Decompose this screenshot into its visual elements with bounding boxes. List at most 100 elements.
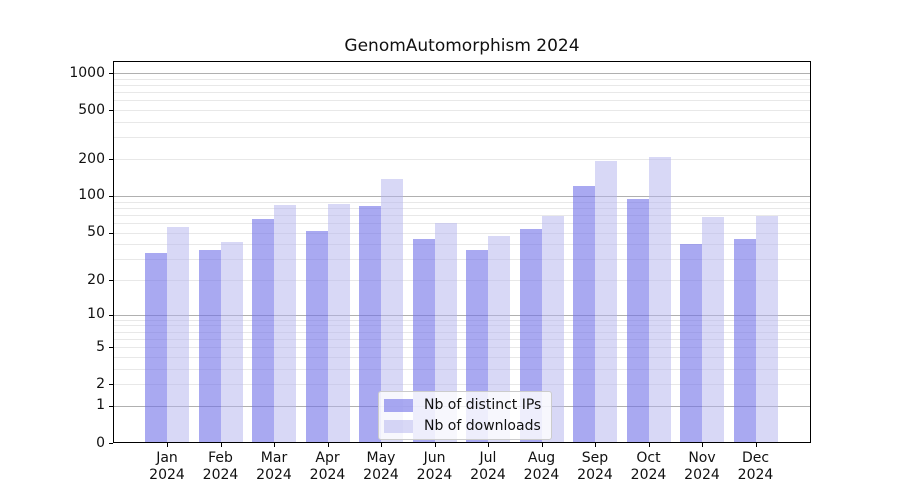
bar-downloads xyxy=(381,179,403,443)
bar-distinct-ips xyxy=(573,186,595,443)
minor-gridline xyxy=(113,100,811,102)
x-tick-label: Sep 2024 xyxy=(563,450,627,484)
x-tick-year: 2024 xyxy=(684,467,720,483)
x-tick-month: Feb xyxy=(208,450,233,466)
minor-gridline xyxy=(113,207,811,209)
y-tick-mark xyxy=(109,159,113,160)
minor-gridline xyxy=(113,319,811,321)
bar-distinct-ips xyxy=(198,249,221,443)
bars-layer xyxy=(113,61,811,443)
x-tick-month: Apr xyxy=(315,450,340,466)
y-tick-mark xyxy=(109,443,113,444)
bar-downloads xyxy=(595,160,617,443)
bar-distinct-ips xyxy=(252,218,274,443)
legend-item-downloads: Nb of downloads xyxy=(384,418,541,434)
x-tick-month: Sep xyxy=(581,450,609,466)
x-tick-label: Jul 2024 xyxy=(456,450,520,484)
bar-downloads xyxy=(702,217,724,443)
minor-gridline xyxy=(113,122,811,123)
x-tick-year: 2024 xyxy=(149,467,185,483)
x-tick-label: Feb 2024 xyxy=(189,450,253,484)
minor-gridline xyxy=(113,85,811,86)
y-tick-mark xyxy=(109,347,113,349)
minor-gridline xyxy=(113,331,811,333)
bar-downloads xyxy=(434,222,457,443)
x-tick-mark xyxy=(702,443,703,447)
x-tick-label: Dec 2024 xyxy=(724,450,788,484)
x-tick-mark xyxy=(220,443,222,447)
x-tick-year: 2024 xyxy=(577,467,613,483)
bar-distinct-ips xyxy=(626,199,649,443)
major-gridline xyxy=(113,73,811,74)
x-tick-month: Jul xyxy=(479,450,497,466)
y-tick-mark xyxy=(109,314,113,316)
y-tick-mark xyxy=(109,384,113,386)
bar-downloads xyxy=(274,204,296,443)
minor-gridline xyxy=(113,347,811,349)
x-tick-year: 2024 xyxy=(309,467,346,483)
x-tick-label: Nov 2024 xyxy=(670,450,734,484)
x-tick-mark xyxy=(381,443,382,447)
x-tick-mark xyxy=(595,443,596,447)
x-tick-month: Dec xyxy=(741,450,770,466)
x-tick-year: 2024 xyxy=(470,467,506,483)
y-tick-mark xyxy=(109,73,113,74)
y-tick-mark xyxy=(109,405,113,407)
bar-downloads xyxy=(755,216,778,443)
x-tick-label: Jun 2024 xyxy=(403,450,467,484)
legend-item-distinct-ips: Nb of distinct IPs xyxy=(384,397,541,413)
minor-gridline xyxy=(113,244,811,246)
x-tick-mark xyxy=(541,443,543,447)
legend-label-downloads: Nb of downloads xyxy=(424,418,541,434)
bar-downloads xyxy=(327,203,350,443)
y-tick-label: 20 xyxy=(87,271,105,288)
x-tick-year: 2024 xyxy=(737,467,774,483)
x-tick-month: Jun xyxy=(423,450,446,466)
x-tick-year: 2024 xyxy=(630,467,667,483)
y-tick-label: 1000 xyxy=(69,64,105,81)
y-tick-label: 1 xyxy=(96,397,105,414)
y-tick-label: 50 xyxy=(87,224,105,240)
minor-gridline xyxy=(113,201,811,203)
x-tick-mark xyxy=(167,443,168,447)
gridlines-layer xyxy=(113,61,811,443)
x-tick-mark xyxy=(274,443,275,447)
bar-distinct-ips xyxy=(145,252,167,443)
minor-gridline xyxy=(113,232,811,234)
bar-distinct-ips xyxy=(305,231,328,443)
minor-gridline xyxy=(113,110,811,112)
minor-gridline xyxy=(113,259,811,261)
bar-distinct-ips xyxy=(733,239,756,443)
x-tick-label: Apr 2024 xyxy=(296,450,360,484)
minor-gridline xyxy=(113,92,811,94)
legend-label-distinct-ips: Nb of distinct IPs xyxy=(424,397,542,413)
x-tick-mark xyxy=(327,443,329,447)
bar-distinct-ips xyxy=(519,229,542,443)
minor-gridline xyxy=(113,384,811,386)
x-tick-month: May xyxy=(366,450,396,466)
y-tick-label: 100 xyxy=(78,187,105,204)
x-tick-year: 2024 xyxy=(416,467,453,483)
x-tick-mark xyxy=(434,443,436,447)
y-tick-label: 0 xyxy=(96,434,105,451)
x-tick-label: Aug 2024 xyxy=(510,450,574,484)
y-tick-mark xyxy=(109,232,113,234)
minor-gridline xyxy=(113,78,811,80)
x-tick-mark xyxy=(755,443,757,447)
bar-distinct-ips xyxy=(359,206,381,443)
minor-gridline xyxy=(113,222,811,224)
y-tick-label: 5 xyxy=(96,338,105,355)
chart-title: GenomAutomorphism 2024 xyxy=(344,36,580,56)
y-tick-label: 2 xyxy=(96,375,105,392)
minor-gridline xyxy=(113,214,811,216)
minor-gridline xyxy=(113,280,811,281)
bar-downloads xyxy=(220,241,243,443)
bar-downloads xyxy=(541,215,564,443)
minor-gridline xyxy=(113,338,811,340)
x-tick-mark xyxy=(488,443,489,447)
minor-gridline xyxy=(113,325,811,327)
x-tick-year: 2024 xyxy=(202,467,239,483)
x-tick-year: 2024 xyxy=(363,467,399,483)
minor-gridline xyxy=(113,159,811,160)
legend-swatch-distinct-ips-icon xyxy=(384,398,413,412)
